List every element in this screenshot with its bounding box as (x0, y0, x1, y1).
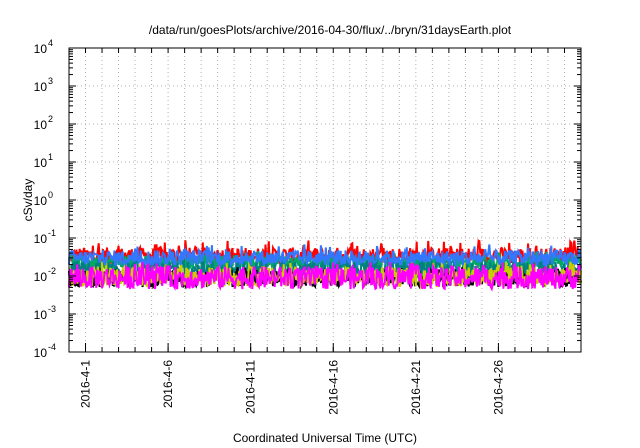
chart-title: /data/run/goesPlots/archive/2016-04-30/f… (149, 23, 512, 37)
y-tick-label: 10 (34, 308, 48, 322)
series-group (68, 238, 582, 292)
y-tick-exponent: 4 (48, 38, 53, 48)
x-tick-label: 2016-4-6 (161, 360, 175, 408)
y-tick-exponent: -2 (48, 266, 56, 276)
x-tick-label: 2016-4-26 (491, 360, 505, 415)
y-tick-label: 10 (34, 232, 48, 246)
x-tick-label: 2016-4-16 (326, 360, 340, 415)
y-tick-exponent: -1 (48, 228, 56, 238)
series-line (68, 244, 582, 268)
y-tick-exponent: 2 (48, 114, 53, 124)
y-tick-label: 10 (34, 194, 48, 208)
y-tick-exponent: 0 (48, 190, 53, 200)
y-tick-exponent: 3 (48, 76, 53, 86)
x-axis: 2016-4-1 2016-4-6 2016-4-11 2016-4-16 2016-4… (79, 48, 565, 415)
series-line (68, 261, 582, 292)
x-tick-label: 2016-4-21 (409, 360, 423, 415)
x-axis-label: Coordinated Universal Time (UTC) (233, 431, 417, 445)
y-axis-label: cSv/day (21, 179, 35, 222)
y-tick-label: 10 (34, 270, 48, 284)
grid (69, 48, 581, 352)
y-tick-exponent: -3 (48, 304, 56, 314)
y-tick-label: 10 (34, 42, 48, 56)
y-tick-label: 10 (34, 80, 48, 94)
x-tick-label: 2016-4-11 (244, 360, 258, 414)
y-tick-exponent: 1 (48, 152, 53, 162)
x-tick-label: 2016-4-1 (79, 360, 93, 408)
y-tick-label: 10 (34, 346, 48, 360)
y-tick-label: 10 (34, 118, 48, 132)
y-tick-label: 10 (34, 156, 48, 170)
y-tick-exponent: -4 (48, 342, 56, 352)
